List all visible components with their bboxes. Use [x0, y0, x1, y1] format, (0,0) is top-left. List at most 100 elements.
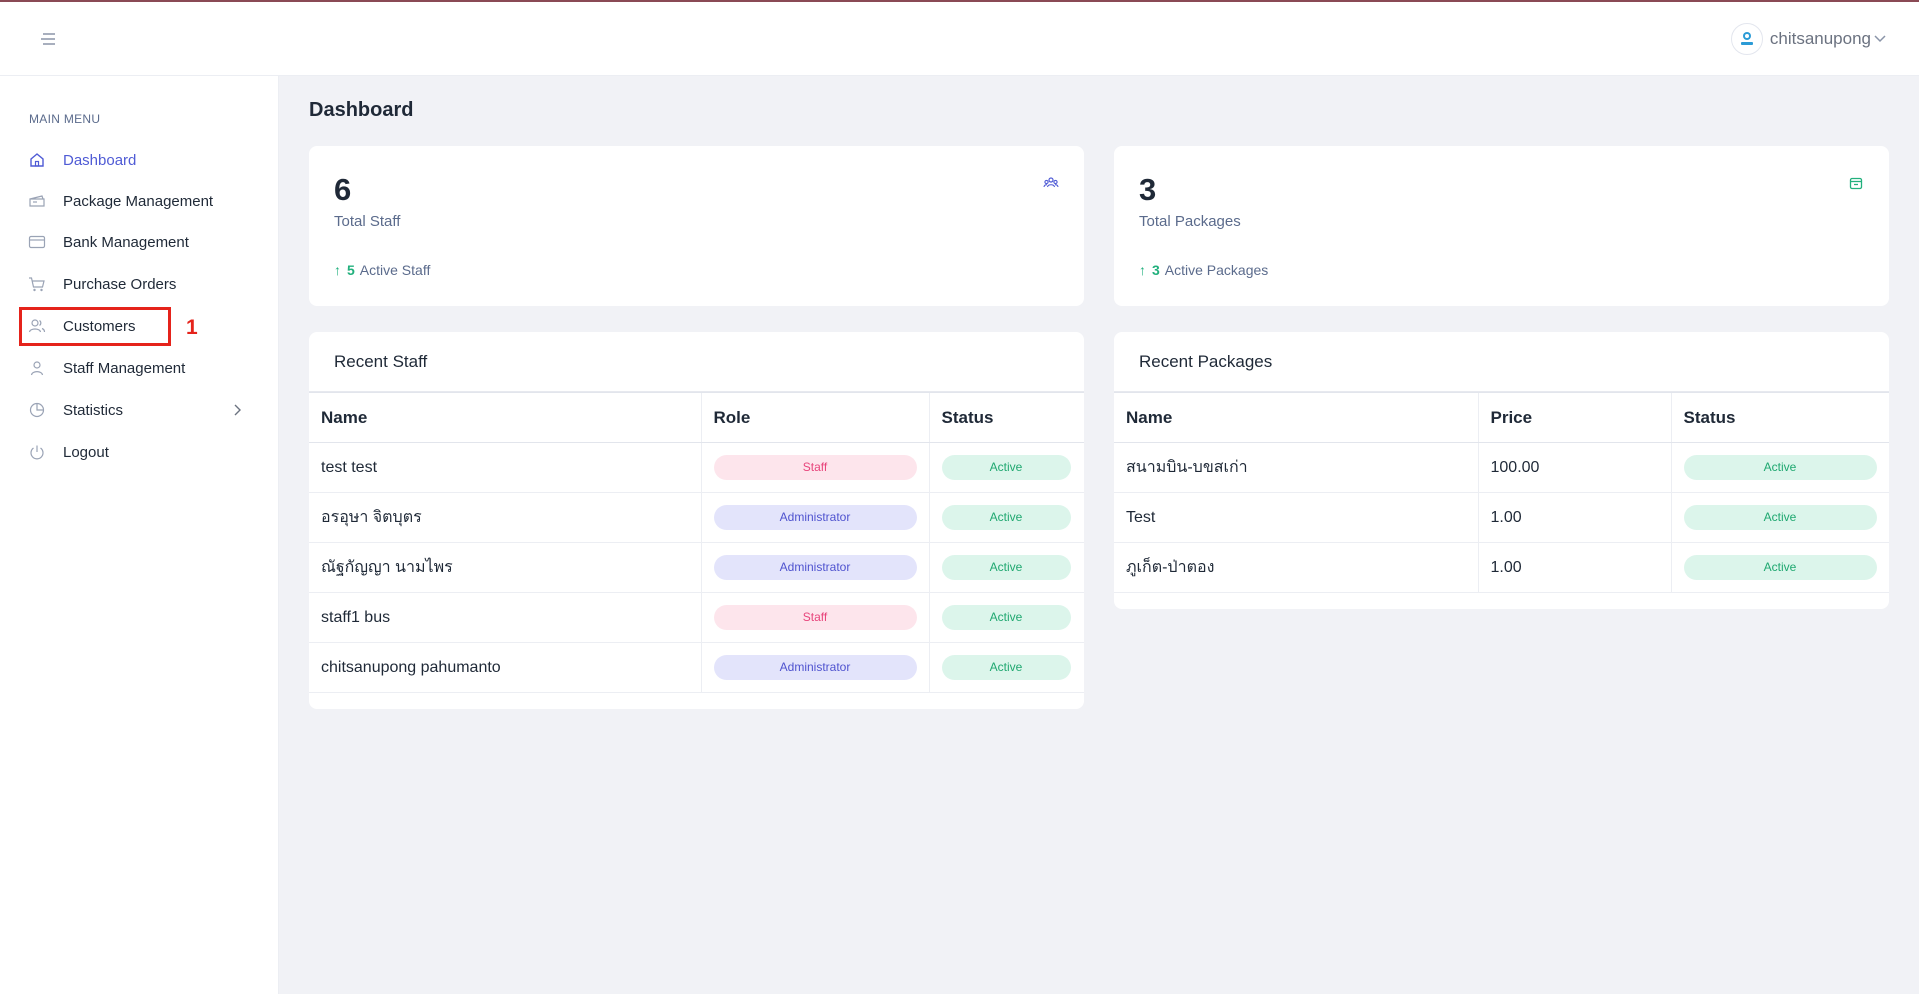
table-row: ณัฐกัญญา นามไพร Administrator Active — [309, 542, 1084, 593]
table-row: อรอุษา จิตบุตร Administrator Active — [309, 492, 1084, 543]
recent-staff-card: Recent Staff Name Role Status test test … — [309, 332, 1084, 709]
stat-value: 6 — [334, 172, 352, 207]
package-name: ภูเก็ต-ป่าตอง — [1114, 542, 1478, 593]
role-badge: Administrator — [713, 655, 917, 680]
stat-sub: ↑ 5 Active Staff — [334, 262, 430, 278]
menu-section-title: MAIN MENU — [29, 112, 101, 126]
chevron-down-icon — [1874, 35, 1886, 43]
staff-name: chitsanupong pahumanto — [309, 642, 701, 693]
column-header-status: Status — [928, 392, 1084, 443]
role-badge: Staff — [713, 605, 917, 630]
arrow-up-icon: ↑ — [334, 262, 341, 278]
status-badge: Active — [941, 455, 1071, 480]
table-row: สนามบิน-บขสเก่า 100.00 Active — [1114, 442, 1889, 493]
pie-chart-icon — [28, 401, 46, 419]
column-header-name: Name — [309, 392, 701, 443]
chevron-right-icon — [234, 404, 241, 416]
stat-sub-label: Active Staff — [359, 262, 431, 278]
sidebar-item-label: Statistics — [63, 401, 124, 419]
username: chitsanupong — [1769, 29, 1871, 48]
staff-group-icon — [1043, 177, 1059, 188]
status-badge: Active — [1683, 555, 1877, 580]
role-badge: Administrator — [713, 505, 917, 530]
sidebar-item-dashboard[interactable]: Dashboard — [20, 142, 255, 178]
stat-value: 3 — [1139, 172, 1157, 207]
sidebar-item-label: Purchase Orders — [63, 275, 177, 293]
recent-packages-card: Recent Packages Name Price Status สนามบิ… — [1114, 332, 1889, 609]
power-icon — [28, 443, 46, 461]
role-badge: Administrator — [713, 555, 917, 580]
staff-name: ณัฐกัญญา นามไพร — [309, 542, 701, 593]
avatar — [1730, 23, 1763, 55]
recent-packages-table: Name Price Status สนามบิน-บขสเก่า 100.00… — [1114, 392, 1889, 593]
stat-label: Total Staff — [334, 213, 401, 230]
status-badge: Active — [1683, 505, 1877, 530]
users-icon — [28, 317, 46, 335]
sidebar-item-label: Package Management — [63, 192, 214, 210]
user-icon — [28, 359, 46, 377]
table-row: test test Staff Active — [309, 442, 1084, 493]
sidebar-item-label: Customers — [63, 317, 136, 335]
top-header: chitsanupong — [0, 2, 1919, 76]
card-title: Recent Packages — [1114, 332, 1889, 392]
credit-card-icon — [28, 233, 46, 251]
sidebar-item-label: Bank Management — [63, 233, 189, 251]
status-badge: Active — [941, 505, 1071, 530]
staff-name: อรอุษา จิตบุตร — [309, 492, 701, 543]
card-footer — [1114, 593, 1889, 609]
recent-staff-table: Name Role Status test test Staff Active … — [309, 392, 1084, 693]
sidebar-item-label: Logout — [63, 443, 109, 461]
staff-name: test test — [309, 442, 701, 493]
package-icon — [1849, 177, 1863, 190]
stat-sub-value: 5 — [347, 262, 355, 278]
arrow-up-icon: ↑ — [1139, 262, 1146, 278]
sidebar-item-bank-management[interactable]: Bank Management — [20, 224, 255, 260]
sidebar-item-label: Dashboard — [63, 151, 137, 169]
package-price: 1.00 — [1477, 492, 1671, 543]
table-header-row: Name Role Status — [309, 392, 1084, 443]
table-row: chitsanupong pahumanto Administrator Act… — [309, 642, 1084, 693]
sidebar-item-package-management[interactable]: Package Management — [20, 183, 255, 219]
sidebar: MAIN MENU Dashboard Package Management B… — [0, 76, 279, 994]
top-accent-line — [0, 0, 1919, 2]
sidebar-item-purchase-orders[interactable]: Purchase Orders — [20, 266, 255, 302]
package-price: 100.00 — [1477, 442, 1671, 493]
stat-sub: ↑ 3 Active Packages — [1139, 262, 1268, 278]
table-header-row: Name Price Status — [1114, 392, 1889, 443]
status-badge: Active — [941, 555, 1071, 580]
stat-sub-value: 3 — [1152, 262, 1160, 278]
sidebar-item-customers[interactable]: Customers — [20, 308, 255, 344]
stat-sub-label: Active Packages — [1164, 262, 1269, 278]
home-icon — [28, 151, 46, 169]
table-row: staff1 bus Staff Active — [309, 592, 1084, 643]
user-menu[interactable]: chitsanupong — [1730, 22, 1887, 56]
sidebar-item-staff-management[interactable]: Staff Management — [20, 350, 255, 386]
sidebar-item-label: Staff Management — [63, 359, 186, 377]
status-badge: Active — [1683, 455, 1877, 480]
status-badge: Active — [941, 605, 1071, 630]
ticket-icon — [28, 192, 46, 210]
column-header-name: Name — [1114, 392, 1478, 443]
total-staff-card: 6 Total Staff ↑ 5 Active Staff — [309, 146, 1084, 306]
table-row: ภูเก็ต-ป่าตอง 1.00 Active — [1114, 542, 1889, 593]
total-packages-card: 3 Total Packages ↑ 3 Active Packages — [1114, 146, 1889, 306]
sidebar-item-statistics[interactable]: Statistics — [20, 392, 255, 428]
column-header-role: Role — [700, 392, 929, 443]
annotation-label: 1 — [186, 316, 198, 339]
card-footer — [309, 693, 1084, 709]
cart-icon — [28, 275, 46, 293]
staff-name: staff1 bus — [309, 592, 701, 643]
menu-toggle-icon[interactable] — [38, 30, 60, 48]
page-title: Dashboard — [309, 99, 414, 121]
column-header-price: Price — [1477, 392, 1671, 443]
annotation-highlight-box — [19, 307, 171, 346]
stat-label: Total Packages — [1139, 213, 1241, 230]
sidebar-item-logout[interactable]: Logout — [20, 434, 255, 470]
status-badge: Active — [941, 655, 1071, 680]
package-name: สนามบิน-บขสเก่า — [1114, 442, 1478, 493]
card-title: Recent Staff — [309, 332, 1084, 392]
role-badge: Staff — [713, 455, 917, 480]
package-name: Test — [1114, 492, 1478, 543]
package-price: 1.00 — [1477, 542, 1671, 593]
table-row: Test 1.00 Active — [1114, 492, 1889, 543]
